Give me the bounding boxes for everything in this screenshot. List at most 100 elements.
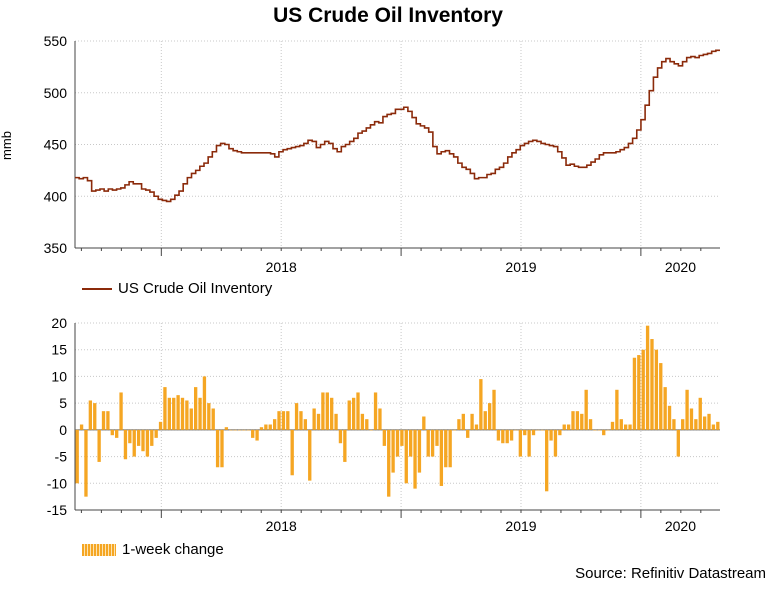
bar-weekly-change (558, 429, 562, 436)
bar-weekly-change (360, 413, 365, 430)
bar-weekly-change (194, 387, 198, 430)
bar-weekly-change (413, 429, 417, 489)
bar-weekly-change (452, 429, 457, 431)
bar-weekly-change (483, 411, 487, 430)
y-tick-label: 450 (44, 137, 68, 153)
bar-weekly-change (180, 397, 185, 430)
bar-weekly-change (154, 429, 158, 438)
bar-weekly-change (378, 408, 382, 430)
bar-weekly-change (150, 429, 154, 446)
bar-weekly-change (334, 413, 338, 430)
bar-weekly-change (549, 429, 553, 441)
bar-weekly-change (479, 379, 483, 430)
bar-weekly-change (141, 429, 145, 452)
bar-weekly-change (435, 429, 439, 446)
bar-weekly-change (316, 413, 321, 430)
bar-weekly-change (347, 400, 351, 430)
bar-weekly-change (602, 429, 606, 436)
legend-line: US Crude Oil Inventory (82, 280, 272, 297)
bar-weekly-change (527, 429, 531, 457)
bar-weekly-change (395, 429, 400, 457)
bar-weekly-change (461, 413, 465, 430)
bar-weekly-change (294, 403, 299, 430)
bar-weekly-change (624, 424, 628, 430)
bar-weekly-change (338, 429, 343, 444)
bar-weekly-change (106, 411, 110, 430)
bar-weekly-change (158, 421, 163, 430)
bar-weekly-change (702, 416, 707, 430)
legend-line-label: US Crude Oil Inventory (118, 280, 273, 297)
bar-weekly-change (584, 389, 588, 430)
bar-weekly-change (312, 408, 316, 430)
bar-weekly-change (571, 411, 575, 430)
bar-weekly-change (330, 397, 334, 430)
bar-weekly-change (545, 429, 549, 492)
bar-weekly-change (75, 429, 79, 484)
bar-weekly-change (220, 429, 224, 468)
bar-weekly-change (382, 429, 386, 446)
bar-weekly-change (523, 429, 527, 436)
bar-weekly-change (185, 400, 189, 430)
x-tick-label: 2018 (266, 518, 297, 534)
bar-weekly-change (716, 421, 720, 430)
bar-weekly-change (163, 387, 167, 430)
bar-weekly-change (237, 429, 242, 431)
y-tick-label: 400 (44, 188, 68, 204)
bar-weekly-change (93, 403, 97, 430)
bar-weekly-change (663, 387, 667, 430)
bar-weekly-change (426, 429, 430, 457)
bar-weekly-change (290, 429, 294, 476)
bar-weekly-change (351, 397, 356, 430)
bar-weekly-change (123, 429, 128, 460)
bar-weekly-change (101, 411, 106, 430)
bar-weekly-change (115, 429, 119, 438)
bar-weekly-change (251, 429, 255, 438)
bar-weekly-change (698, 397, 702, 430)
bar-weekly-change (272, 419, 277, 430)
bar-weekly-change (694, 419, 698, 430)
bar-weekly-change (606, 429, 610, 431)
bar-weekly-change (167, 397, 171, 430)
bar-weekly-change (255, 429, 259, 441)
source-note: Source: Refinitiv Datastream (575, 565, 766, 582)
bar-weekly-change (531, 429, 536, 436)
bar-weekly-change (400, 429, 404, 446)
bar-weekly-change (514, 429, 518, 431)
bar-weekly-change (650, 339, 654, 430)
bar-weekly-change (172, 397, 176, 430)
bar-weekly-change (518, 429, 523, 457)
bar-weekly-change (79, 424, 84, 430)
bar-weekly-change (189, 408, 193, 430)
bar-weekly-change (198, 397, 202, 430)
bar-weekly-change (588, 419, 593, 430)
bar-weekly-change (637, 355, 641, 430)
bar-weekly-change (536, 429, 540, 431)
bar-weekly-change (575, 411, 580, 430)
bar-weekly-change (110, 429, 114, 436)
y-tick-label: -10 (47, 475, 67, 491)
bar-weekly-change (303, 419, 308, 430)
bar-weekly-change (136, 429, 141, 446)
bar-weekly-change (505, 429, 509, 444)
bar-weekly-change (615, 389, 619, 430)
bar-weekly-change (299, 411, 303, 430)
bar-weekly-change (667, 405, 672, 430)
bar-weekly-change (681, 419, 685, 430)
bar-weekly-change (264, 424, 268, 430)
legend-line-swatch (82, 287, 112, 290)
bar-weekly-change (659, 363, 663, 430)
bar-weekly-change (211, 408, 215, 430)
bar-weekly-change (202, 376, 207, 430)
bar-weekly-change (246, 429, 250, 431)
bar-weekly-change (707, 413, 711, 430)
y-tick-label: -15 (47, 502, 67, 518)
x-tick-label: 2018 (266, 259, 297, 275)
bar-weekly-change (417, 429, 422, 473)
bar-weekly-change (409, 429, 413, 457)
bar-weekly-change (580, 413, 584, 430)
bar-weekly-change (365, 419, 369, 430)
bar-weekly-change (259, 427, 264, 430)
bar-weekly-change (281, 411, 286, 430)
bar-weekly-change (676, 429, 680, 457)
bar-weekly-change (387, 429, 391, 497)
